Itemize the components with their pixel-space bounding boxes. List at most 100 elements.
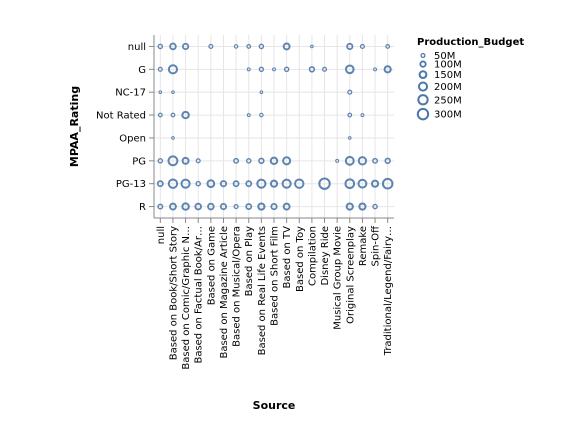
data-point (233, 204, 239, 210)
data-point (269, 156, 279, 166)
data-point (347, 112, 353, 118)
data-point (259, 90, 264, 94)
data-point (282, 202, 291, 211)
data-point (294, 178, 305, 189)
data-point (281, 178, 292, 189)
x-tick-label: Spin-Off (371, 225, 382, 267)
data-point (158, 90, 163, 94)
x-axis: null Based on Book/Short Story Based on Co… (154, 217, 394, 370)
data-point (207, 202, 215, 211)
data-point (269, 179, 279, 188)
x-tick-label: Based on Real Life Events (257, 226, 268, 355)
y-tick-label: PG-13 (116, 179, 146, 190)
legend-title: Production_Budget (417, 37, 524, 48)
data-point (283, 66, 290, 73)
x-tick-label: Original Screenplay (345, 226, 356, 324)
data-point (156, 180, 164, 188)
data-point (157, 43, 164, 50)
data-point (344, 64, 355, 75)
data-point (246, 44, 252, 49)
data-point (167, 178, 179, 189)
data-point (169, 42, 177, 51)
data-point (258, 157, 265, 165)
data-point (344, 178, 356, 189)
data-point (272, 67, 276, 72)
data-point (233, 44, 239, 49)
legend-label: 200M (434, 82, 462, 93)
data-point (318, 177, 331, 190)
legend-symbol (416, 107, 430, 121)
data-point (180, 178, 191, 189)
data-point (157, 66, 163, 72)
x-tick-label: Traditional/Legend/Fairy… (383, 226, 394, 356)
legend-label: 100M (434, 60, 462, 71)
data-point (219, 202, 228, 211)
data-point (245, 180, 253, 188)
x-tick-label: Based on Factual Book/Ar… (194, 226, 205, 364)
x-tick-label: Based on Magazine Article (219, 226, 230, 359)
data-point (385, 44, 391, 49)
data-point (370, 179, 380, 188)
data-point (171, 136, 175, 140)
x-tick-label: Based on Game (206, 226, 217, 305)
data-point (219, 180, 228, 188)
data-point (384, 157, 391, 165)
x-tick-label: Remake (358, 226, 369, 266)
data-point (157, 203, 164, 210)
data-point (373, 67, 378, 72)
data-point (181, 42, 190, 51)
y-axis: null G NC-17 Not Rated Open PG PG-13 R (96, 35, 155, 218)
data-point (195, 158, 201, 164)
x-tick-label: Compilation (307, 226, 318, 286)
data-point (170, 112, 176, 118)
data-point (308, 66, 316, 73)
data-point (181, 156, 190, 165)
legend-label: 300M (434, 110, 462, 121)
data-point (246, 113, 251, 118)
legend-symbol (417, 94, 429, 106)
y-tick-label: Not Rated (96, 111, 146, 122)
data-point (345, 202, 354, 211)
y-tick-label: Open (119, 133, 146, 144)
x-tick-label: Based on Short Film (270, 226, 281, 326)
data-point (383, 65, 392, 74)
data-point (335, 158, 340, 163)
data-point (208, 43, 214, 49)
data-point (256, 178, 267, 189)
x-tick-label: Disney Ride (320, 226, 331, 286)
data-point (167, 155, 179, 167)
data-point (181, 110, 190, 120)
legend-label: 50M (434, 51, 455, 62)
data-point (258, 43, 265, 50)
x-tick-label: Based on Play (244, 226, 255, 296)
data-point (372, 203, 378, 210)
data-point (181, 202, 190, 211)
data-point (194, 202, 202, 211)
data-point (282, 156, 292, 166)
y-tick-label: NC-17 (115, 88, 146, 99)
data-point (347, 89, 353, 95)
y-tick-label: null (128, 42, 146, 53)
legend-symbol (418, 70, 428, 79)
legend-symbol (419, 60, 427, 68)
data-point (359, 43, 365, 49)
data-point (346, 42, 354, 51)
data-point (310, 44, 314, 49)
legend-symbol (420, 53, 426, 59)
x-axis-title: Source (253, 399, 296, 412)
x-tick-label: Based on Toy (295, 226, 306, 292)
data-point (360, 113, 365, 118)
data-point (233, 157, 240, 164)
y-tick-label: PG (132, 156, 146, 167)
data-point (344, 155, 355, 166)
data-point (171, 90, 175, 94)
data-point (167, 64, 179, 75)
data-point (282, 42, 291, 51)
data-point (347, 136, 352, 140)
data-point (357, 156, 368, 166)
data-point (245, 158, 252, 164)
data-point (358, 202, 367, 211)
y-tick-label: G (138, 65, 146, 76)
